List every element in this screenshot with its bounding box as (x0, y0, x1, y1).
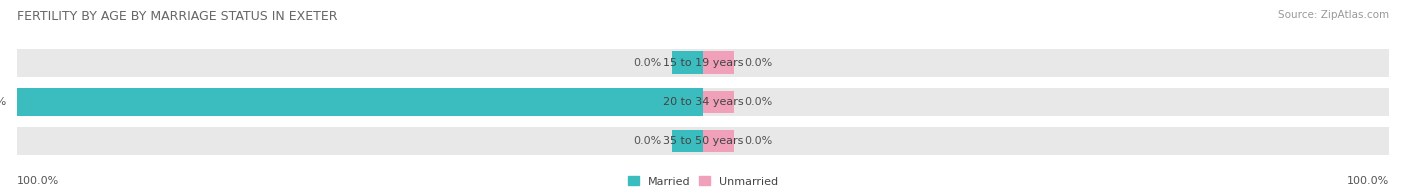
Text: Source: ZipAtlas.com: Source: ZipAtlas.com (1278, 10, 1389, 20)
Text: 100.0%: 100.0% (17, 176, 59, 186)
Text: 0.0%: 0.0% (634, 58, 662, 68)
Text: FERTILITY BY AGE BY MARRIAGE STATUS IN EXETER: FERTILITY BY AGE BY MARRIAGE STATUS IN E… (17, 10, 337, 23)
Legend: Married, Unmarried: Married, Unmarried (627, 176, 779, 187)
Text: 15 to 19 years: 15 to 19 years (662, 58, 744, 68)
Bar (703, 130, 734, 152)
Bar (17, 49, 1389, 77)
Text: 0.0%: 0.0% (744, 136, 772, 146)
Text: 100.0%: 100.0% (1347, 176, 1389, 186)
Text: 20 to 34 years: 20 to 34 years (662, 97, 744, 107)
Bar (17, 88, 703, 116)
Text: 100.0%: 100.0% (0, 97, 7, 107)
Bar (703, 91, 734, 113)
Bar (672, 130, 703, 152)
Text: 0.0%: 0.0% (744, 58, 772, 68)
Bar (17, 88, 1389, 116)
Text: 0.0%: 0.0% (634, 136, 662, 146)
Text: 35 to 50 years: 35 to 50 years (662, 136, 744, 146)
Bar (672, 91, 703, 113)
Bar (703, 51, 734, 74)
Bar (17, 127, 1389, 155)
Bar (672, 51, 703, 74)
Text: 0.0%: 0.0% (744, 97, 772, 107)
